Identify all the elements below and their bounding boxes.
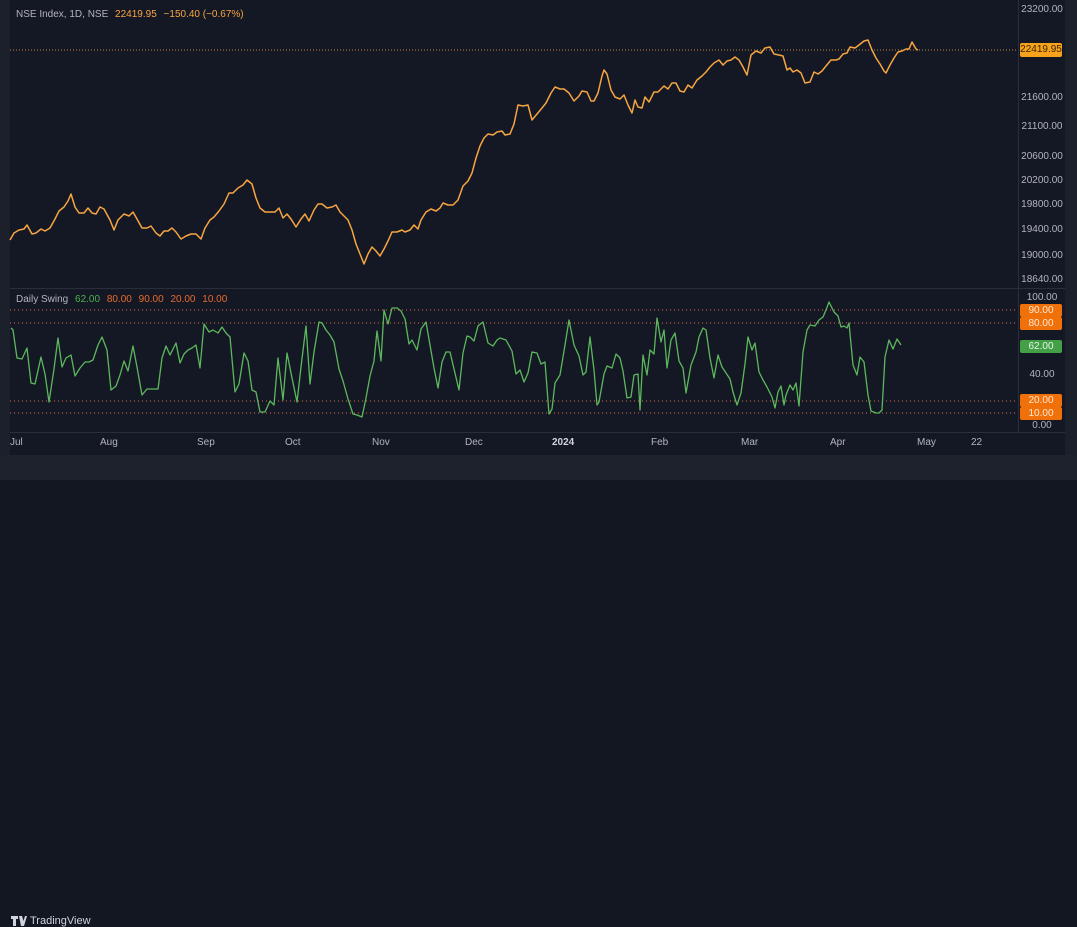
price-tick: 19000.00 <box>1021 250 1063 261</box>
price-tick: 21100.00 <box>1021 121 1063 132</box>
swing-value: 62.00 <box>75 294 101 305</box>
tradingview-logo-icon <box>11 916 27 926</box>
right-edge <box>1065 0 1077 455</box>
time-label-jul: Jul <box>10 437 23 448</box>
time-label-apr: Apr <box>830 437 846 448</box>
footer-bar: TradingView <box>0 455 1077 927</box>
time-label-sep: Sep <box>197 437 215 448</box>
price-tick: 19800.00 <box>1021 199 1063 210</box>
swing-tick: 0.00 <box>1032 420 1052 431</box>
last-price-badge: 22419.95 <box>1020 43 1062 57</box>
time-label-may: May <box>917 437 936 448</box>
level-20-badge: 20.00 <box>1020 394 1062 407</box>
time-label-nov: Nov <box>372 437 390 448</box>
swing-value-badge: 62.00 <box>1020 340 1062 353</box>
swing-legend[interactable]: Daily Swing 62.00 80.00 90.00 20.00 10.0… <box>16 294 231 305</box>
price-tick: 20600.00 <box>1021 151 1063 162</box>
tradingview-logo[interactable]: TradingView <box>11 915 91 927</box>
level-10-value: 10.00 <box>202 294 228 305</box>
price-tick: 18640.00 <box>1021 274 1063 285</box>
last-price-value: 22419.95 <box>115 9 157 20</box>
chart-plot <box>9 39 1018 418</box>
tradingview-brand: TradingView <box>30 915 91 927</box>
price-tick: 21600.00 <box>1021 92 1063 103</box>
price-series-line <box>9 39 919 265</box>
price-tick: 23200.00 <box>1021 4 1063 15</box>
level-80-value: 80.00 <box>106 294 132 305</box>
level-90-badge: 90.00 <box>1020 304 1062 317</box>
price-change-value: −150.40 (−0.67%) <box>163 9 244 20</box>
bottom-band <box>0 480 1077 487</box>
swing-indicator-name: Daily Swing <box>16 294 69 305</box>
time-label-feb: Feb <box>651 437 669 448</box>
level-10-badge: 10.00 <box>1020 407 1062 420</box>
swing-tick: 100.00 <box>1026 292 1058 303</box>
left-edge <box>0 0 10 455</box>
pane-separator[interactable] <box>10 288 1065 289</box>
time-axis[interactable] <box>10 432 1065 455</box>
level-90-value: 90.00 <box>138 294 164 305</box>
time-label-mar: Mar <box>741 437 759 448</box>
swing-series-line <box>10 301 902 418</box>
level-20-value: 20.00 <box>170 294 196 305</box>
price-tick: 19400.00 <box>1021 224 1063 235</box>
time-label-2024: 2024 <box>552 437 575 448</box>
time-label-22: 22 <box>971 437 983 448</box>
price-tick: 20200.00 <box>1021 175 1063 186</box>
time-label-oct: Oct <box>285 437 301 448</box>
time-label-dec: Dec <box>465 437 483 448</box>
main-legend[interactable]: NSE Index, 1D, NSE 22419.95 −150.40 (−0.… <box>16 9 248 20</box>
swing-tick: 40.00 <box>1029 369 1055 380</box>
time-label-aug: Aug <box>100 437 118 448</box>
level-80-badge: 80.00 <box>1020 317 1062 330</box>
symbol-title: NSE Index, 1D, NSE <box>16 9 109 20</box>
price-axis[interactable] <box>1018 0 1066 455</box>
